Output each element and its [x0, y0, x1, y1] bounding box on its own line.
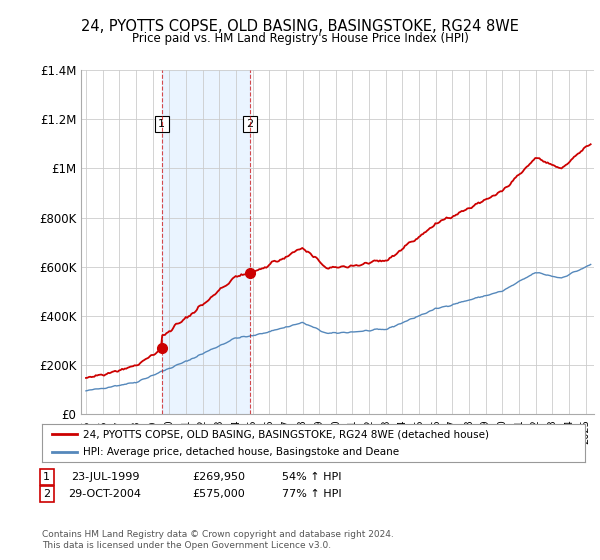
Text: 24, PYOTTS COPSE, OLD BASING, BASINGSTOKE, RG24 8WE: 24, PYOTTS COPSE, OLD BASING, BASINGSTOK… — [81, 20, 519, 34]
Text: 1: 1 — [158, 119, 165, 129]
Text: 54% ↑ HPI: 54% ↑ HPI — [282, 472, 342, 482]
Text: 24, PYOTTS COPSE, OLD BASING, BASINGSTOKE, RG24 8WE (detached house): 24, PYOTTS COPSE, OLD BASING, BASINGSTOK… — [83, 429, 489, 439]
Text: 23-JUL-1999: 23-JUL-1999 — [71, 472, 139, 482]
Text: 1: 1 — [43, 472, 50, 482]
Text: 2: 2 — [246, 119, 253, 129]
Text: Contains HM Land Registry data © Crown copyright and database right 2024.
This d: Contains HM Land Registry data © Crown c… — [42, 530, 394, 550]
Text: Price paid vs. HM Land Registry's House Price Index (HPI): Price paid vs. HM Land Registry's House … — [131, 31, 469, 45]
Text: 77% ↑ HPI: 77% ↑ HPI — [282, 489, 342, 499]
Bar — [162, 70, 250, 414]
Text: 29-OCT-2004: 29-OCT-2004 — [68, 489, 142, 499]
Text: 2: 2 — [43, 489, 50, 499]
Text: HPI: Average price, detached house, Basingstoke and Deane: HPI: Average price, detached house, Basi… — [83, 447, 399, 458]
Text: £269,950: £269,950 — [193, 472, 245, 482]
Text: £575,000: £575,000 — [193, 489, 245, 499]
